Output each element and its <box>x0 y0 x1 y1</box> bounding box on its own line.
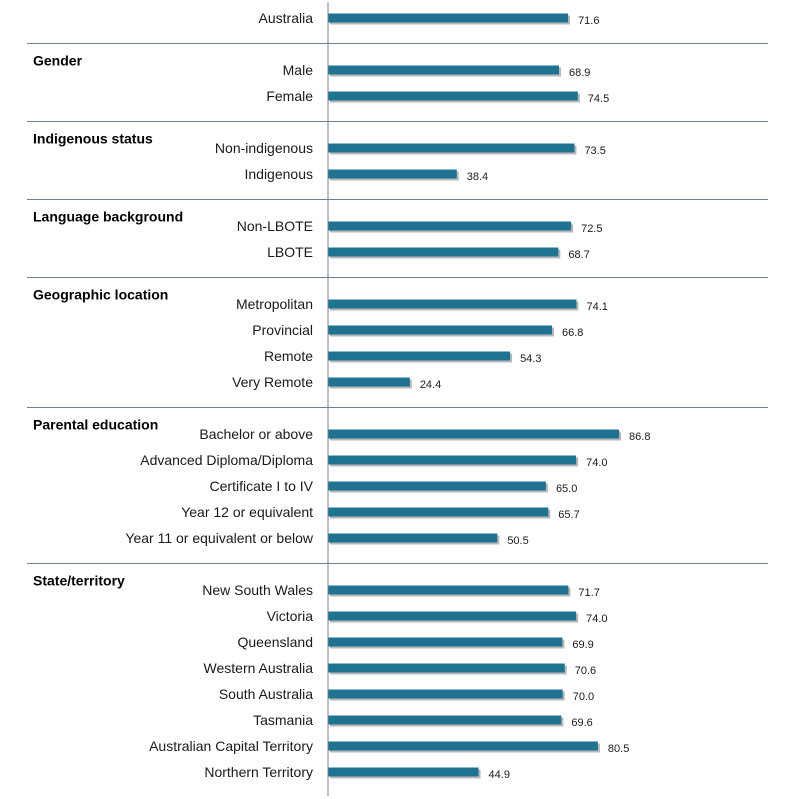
category-label: South Australia <box>219 686 313 702</box>
category-label: Australian Capital Territory <box>149 738 313 754</box>
value-label: 80.5 <box>608 743 629 755</box>
category-label: Certificate I to IV <box>210 478 314 494</box>
value-label: 50.5 <box>507 535 528 547</box>
bar <box>328 247 559 257</box>
value-label: 54.3 <box>520 353 541 365</box>
category-label: Victoria <box>267 608 314 624</box>
value-label: 68.7 <box>568 249 589 261</box>
category-label: New South Wales <box>202 582 313 598</box>
bar <box>328 637 563 647</box>
section-label: Language background <box>33 209 183 225</box>
category-label: Year 12 or equivalent <box>181 504 313 520</box>
category-label: Remote <box>264 348 313 364</box>
category-label: Indigenous <box>244 166 313 182</box>
category-label: Advanced Diploma/Diploma <box>140 452 313 468</box>
bar <box>328 429 620 439</box>
value-label: 72.5 <box>581 223 602 235</box>
category-label: Male <box>283 62 314 78</box>
bar <box>328 91 578 101</box>
bar <box>328 611 577 621</box>
bar <box>328 221 572 231</box>
category-label: Non-LBOTE <box>237 218 313 234</box>
bar <box>328 533 498 543</box>
category-label: Tasmania <box>253 712 313 728</box>
bar <box>328 585 569 595</box>
bar <box>328 715 562 725</box>
section-label: State/territory <box>33 573 125 589</box>
section-label: Parental education <box>33 417 158 433</box>
bar <box>328 663 565 673</box>
value-label: 74.1 <box>586 301 607 313</box>
category-label: Northern Territory <box>204 764 313 780</box>
value-label: 44.9 <box>489 769 510 781</box>
value-label: 68.9 <box>569 67 590 79</box>
category-label: Provincial <box>252 322 313 338</box>
section-label: Indigenous status <box>33 131 153 147</box>
value-label: 71.7 <box>578 587 599 599</box>
bar <box>328 689 563 699</box>
bar <box>328 377 410 387</box>
value-label: 74.0 <box>586 457 607 469</box>
category-label: Female <box>266 88 313 104</box>
value-label: 24.4 <box>420 379 441 391</box>
section-label: Geographic location <box>33 287 168 303</box>
bar <box>328 481 546 491</box>
bar <box>328 767 479 777</box>
value-label: 74.5 <box>588 93 609 105</box>
value-label: 65.0 <box>556 483 577 495</box>
value-label: 74.0 <box>586 613 607 625</box>
category-label: Western Australia <box>204 660 314 676</box>
value-label: 86.8 <box>629 431 650 443</box>
value-label: 70.0 <box>573 691 594 703</box>
bar <box>328 741 598 751</box>
value-label: 73.5 <box>584 145 605 157</box>
category-label: Australia <box>259 10 314 26</box>
bar <box>328 143 575 153</box>
category-label: Metropolitan <box>236 296 313 312</box>
value-label: 66.8 <box>562 327 583 339</box>
category-label: Non-indigenous <box>215 140 313 156</box>
value-label: 70.6 <box>575 665 596 677</box>
bar <box>328 169 457 179</box>
value-label: 38.4 <box>467 171 488 183</box>
section-label: Gender <box>33 53 83 69</box>
category-label: Very Remote <box>232 374 313 390</box>
category-label: Queensland <box>237 634 313 650</box>
bar <box>328 455 577 465</box>
value-label: 69.9 <box>572 639 593 651</box>
value-label: 69.6 <box>571 717 592 729</box>
value-label: 65.7 <box>558 509 579 521</box>
bar <box>328 299 577 309</box>
value-label: 71.6 <box>578 15 599 27</box>
bar <box>328 507 549 517</box>
category-label: Year 11 or equivalent or below <box>125 530 313 546</box>
bar <box>328 65 560 75</box>
category-label: Bachelor or above <box>199 426 313 442</box>
bar <box>328 13 569 23</box>
bar <box>328 325 552 335</box>
category-label: LBOTE <box>267 244 313 260</box>
bar <box>328 351 511 361</box>
